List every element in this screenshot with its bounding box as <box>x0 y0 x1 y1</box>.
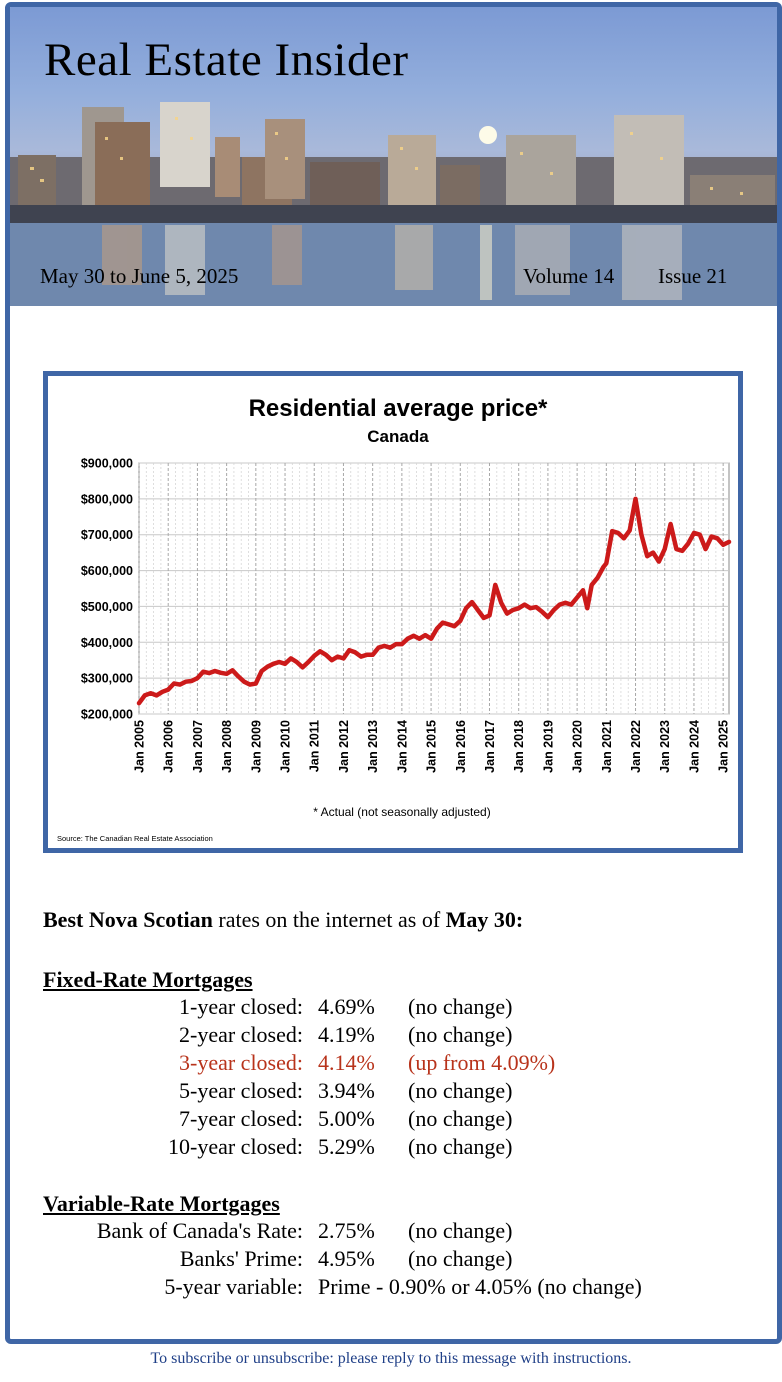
fixed-rate-label: 3-year closed: <box>179 1050 303 1075</box>
variable-rate-change: (no change) <box>408 1246 513 1271</box>
plot-area <box>138 462 730 715</box>
x-tick-label: Jan 2012 <box>337 720 351 773</box>
fixed-rate-change: (no change) <box>408 1134 513 1159</box>
fixed-rate-value: 3.94% <box>318 1078 375 1103</box>
chart-source: Source: The Canadian Real Estate Associa… <box>57 834 213 843</box>
x-tick-label: Jan 2014 <box>395 720 409 773</box>
x-tick-label: Jan 2018 <box>512 720 526 773</box>
issue-date-range: May 30 to June 5, 2025 <box>40 264 239 288</box>
y-tick-label: $300,000 <box>81 672 133 686</box>
x-tick-label: Jan 2008 <box>220 720 234 773</box>
x-tick-label: Jan 2017 <box>483 720 497 773</box>
fixed-rate-label: 10-year closed: <box>168 1134 303 1159</box>
x-tick-label: Jan 2015 <box>425 720 439 773</box>
fixed-rate-label: 1-year closed: <box>179 994 303 1019</box>
newsletter-frame: Real Estate Insider May 30 to June 5, 20… <box>5 2 782 1344</box>
fixed-rate-value: 5.00% <box>318 1106 375 1131</box>
y-tick-label: $500,000 <box>81 600 133 614</box>
x-tick-label: Jan 2007 <box>191 720 205 773</box>
x-tick-label: Jan 2016 <box>454 720 468 773</box>
y-tick-label: $400,000 <box>81 636 133 650</box>
skyline-photo <box>10 102 777 306</box>
price-series-line <box>136 496 732 706</box>
variable-rate-value: Prime - 0.90% or 4.05% (no change) <box>318 1274 642 1299</box>
x-tick-label: Jan 2019 <box>541 720 555 773</box>
x-tick-label: Jan 2024 <box>687 720 701 773</box>
y-tick-label: $800,000 <box>81 492 133 506</box>
x-tick-label: Jan 2009 <box>249 720 263 773</box>
volume-number: Volume 14 <box>523 264 615 288</box>
variable-rate-change: (no change) <box>408 1218 513 1243</box>
chart-subtitle: Canada <box>367 427 429 446</box>
x-tick-label: Jan 2013 <box>366 720 380 773</box>
x-tick-label: Jan 2020 <box>571 720 585 773</box>
variable-rate-label: Banks' Prime: <box>179 1246 303 1271</box>
fixed-rate-value: 5.29% <box>318 1134 375 1159</box>
x-tick-label: Jan 2025 <box>717 720 731 773</box>
x-tick-label: Jan 2010 <box>279 720 293 773</box>
fixed-rate-row: 2-year closed: 4.19% (no change) <box>43 1022 763 1050</box>
fixed-rate-row: 3-year closed: 4.14% (up from 4.09%) <box>43 1050 763 1078</box>
variable-rate-label: 5-year variable: <box>164 1274 303 1299</box>
fixed-rate-value: 4.19% <box>318 1022 375 1047</box>
fixed-rate-change: (no change) <box>408 994 513 1019</box>
variable-rate-row: Banks' Prime: 4.95% (no change) <box>43 1246 763 1274</box>
variable-rate-row: Bank of Canada's Rate: 2.75% (no change) <box>43 1218 763 1246</box>
price-chart-box: Residential average price* Canada $900,0… <box>43 371 743 853</box>
y-tick-label: $200,000 <box>81 708 133 722</box>
x-tick-label: Jan 2023 <box>658 720 672 773</box>
fixed-rate-change: (no change) <box>408 1078 513 1103</box>
issue-number: Issue 21 <box>658 264 728 288</box>
intro-date: May 30: <box>445 907 524 932</box>
fixed-rate-row: 7-year closed: 5.00% (no change) <box>43 1106 763 1134</box>
variable-rate-value: 2.75% <box>318 1218 375 1243</box>
y-tick-label: $600,000 <box>81 564 133 578</box>
x-tick-label: Jan 2005 <box>133 720 147 773</box>
fixed-rate-label: 5-year closed: <box>179 1078 303 1103</box>
price-chart: Residential average price* Canada $900,0… <box>57 395 732 843</box>
intro-text: rates on the internet as of <box>212 907 446 932</box>
variable-rate-value: 4.95% <box>318 1246 375 1271</box>
y-tick-label: $900,000 <box>81 457 133 471</box>
fixed-rate-value: 4.69% <box>318 994 375 1019</box>
variable-rate-heading: Variable-Rate Mortgages <box>43 1191 280 1216</box>
variable-rate-label: Bank of Canada's Rate: <box>96 1218 303 1243</box>
fixed-rate-value: 4.14% <box>318 1050 375 1075</box>
rates-intro: Best Nova Scotian rates on the internet … <box>43 907 523 933</box>
x-tick-label: Jan 2011 <box>308 720 322 772</box>
fixed-rate-row: 10-year closed: 5.29% (no change) <box>43 1134 763 1162</box>
subscribe-footer: To subscribe or unsubscribe: please repl… <box>150 1350 632 1367</box>
y-tick-label: $700,000 <box>81 528 133 542</box>
fixed-rate-change: (no change) <box>408 1106 513 1131</box>
fixed-rate-row: 5-year closed: 3.94% (no change) <box>43 1078 763 1106</box>
chart-title: Residential average price* <box>249 395 548 422</box>
variable-rate-row: 5-year variable: Prime - 0.90% or 4.05% (… <box>43 1274 763 1302</box>
fixed-rate-row: 1-year closed: 4.69% (no change) <box>43 994 763 1022</box>
newsletter-title: Real Estate Insider <box>44 34 409 86</box>
fixed-rate-change: (no change) <box>408 1022 513 1047</box>
fixed-rate-label: 2-year closed: <box>179 1022 303 1047</box>
chart-footnote: * Actual (not seasonally adjusted) <box>313 805 490 819</box>
intro-region: Best Nova Scotian <box>43 907 213 932</box>
x-tick-label: Jan 2006 <box>162 720 176 773</box>
fixed-rate-change: (up from 4.09%) <box>408 1050 556 1075</box>
x-tick-label: Jan 2021 <box>600 720 614 773</box>
x-tick-label: Jan 2022 <box>629 720 643 773</box>
header-banner: Real Estate Insider May 30 to June 5, 20… <box>10 7 777 306</box>
fixed-rate-label: 7-year closed: <box>179 1106 303 1131</box>
fixed-rate-heading: Fixed-Rate Mortgages <box>43 967 253 992</box>
